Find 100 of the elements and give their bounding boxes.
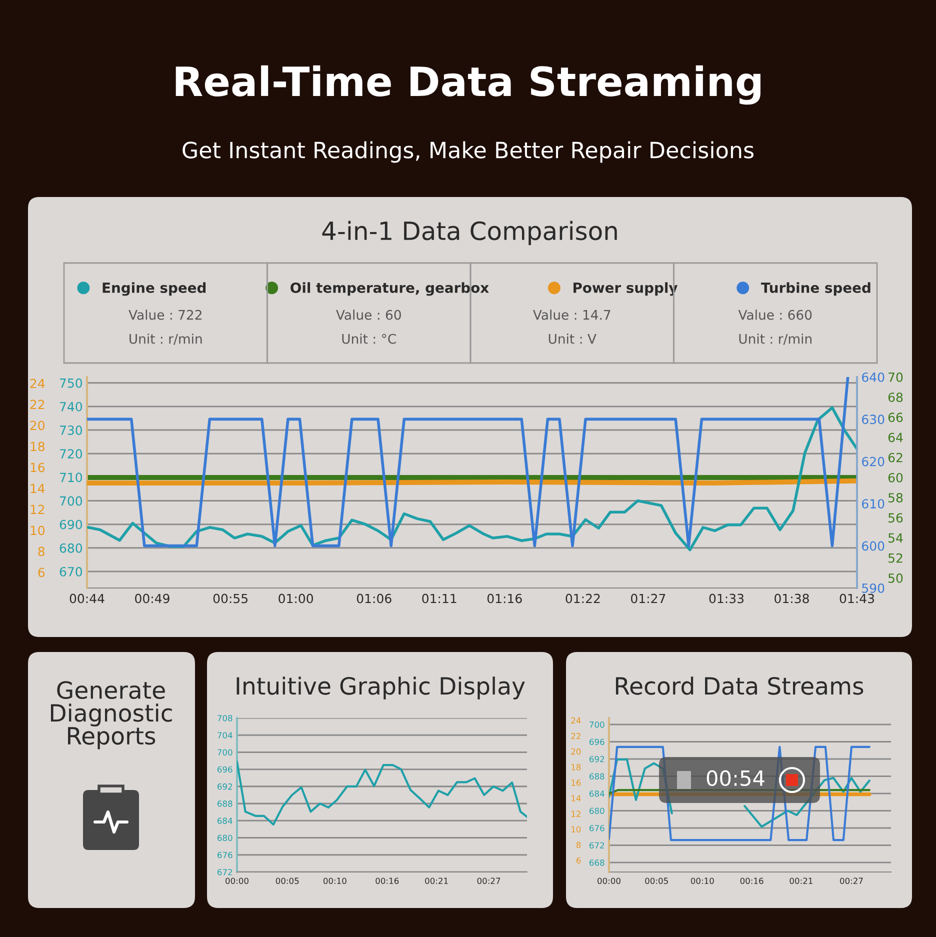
y2-tick-label: 6 [38, 568, 45, 578]
y-tick-label: 750 [60, 378, 82, 388]
text: Value : 60 [336, 310, 401, 320]
y-tick-label: 740 [60, 402, 82, 412]
y3-tick-label: 60 [888, 472, 903, 482]
y-tick-label: 692 [590, 756, 604, 762]
y2-tick-label: 16 [30, 462, 45, 472]
x-tick-label: 00:55 [213, 594, 248, 604]
x-tick-label: 01:27 [631, 594, 666, 604]
y2-tick-label: 8 [576, 842, 581, 848]
x-tick-label: 00:16 [740, 878, 764, 884]
x-tick-label: 00:00 [226, 878, 248, 884]
text: Value : 14.7 [533, 310, 610, 320]
x-tick-label: 00:05 [645, 878, 668, 884]
y-tick-label: 640 [862, 372, 884, 382]
y3-tick-label: 50 [888, 573, 903, 583]
y-tick-label: 692 [218, 783, 232, 790]
y2-tick-label: 24 [571, 717, 581, 724]
legend-label: Turbine speed [760, 282, 870, 296]
y2-tick-label: 12 [30, 504, 44, 514]
y-tick-label: 672 [590, 842, 604, 849]
y2-tick-label: 20 [571, 748, 581, 755]
y2-tick-label: 12 [572, 810, 580, 817]
text: Unit : °C [342, 334, 396, 344]
x-tick-label: 00:00 [598, 878, 620, 884]
legend-label: Power supply [574, 282, 678, 296]
x-tick-label: 00:49 [135, 594, 170, 604]
text: Unit : r/min [130, 334, 202, 345]
x-tick-label: 00:16 [376, 878, 399, 884]
x-tick-label: 01:16 [487, 594, 522, 604]
x-tick-label: 01:11 [422, 594, 456, 604]
y2-tick-label: 16 [572, 780, 581, 786]
y3-tick-label: 66 [888, 412, 903, 422]
chart-title: 4-in-1 Data Comparison [322, 220, 617, 246]
x-tick-label: 01:38 [774, 594, 809, 604]
y3-tick-label: 58 [888, 493, 903, 502]
text: Value : 660 [738, 310, 812, 320]
y-tick-label: 720 [60, 449, 82, 459]
x-tick-label: 01:43 [840, 594, 874, 604]
y-tick-label: 700 [60, 496, 82, 506]
y2-tick-label: 20 [30, 420, 45, 430]
text: Get Instant Readings, Make Better Repair Decisions [182, 141, 754, 163]
y-tick-label: 680 [218, 834, 232, 842]
text: Real-Time Data Streaming [176, 65, 760, 105]
y-tick-label: 672 [218, 868, 232, 876]
y3-tick-label: 68 [888, 392, 903, 402]
x-tick-label: 00:44 [70, 594, 104, 604]
y2-tick-label: 8 [38, 546, 44, 556]
y-tick-label: 688 [590, 773, 604, 780]
text: Unit : V [548, 334, 596, 344]
y2-tick-label: 14 [30, 484, 45, 494]
y3-tick-label: 70 [888, 372, 903, 382]
y2-tick-label: 10 [30, 526, 45, 536]
y2-tick-label: 24 [30, 378, 45, 388]
y3-tick-label: 52 [888, 553, 902, 563]
x-tick-label: 00:21 [790, 878, 812, 884]
y-tick-label: 676 [218, 852, 232, 858]
y-tick-label: 708 [218, 714, 232, 722]
y-tick-label: 684 [590, 790, 604, 797]
y-tick-label: 590 [862, 583, 884, 593]
y-tick-label: 700 [590, 721, 604, 728]
x-tick-label: 00:27 [840, 878, 863, 884]
x-tick-label: 00:05 [276, 878, 299, 884]
y-tick-label: 600 [862, 541, 884, 551]
y-tick-label: 688 [218, 800, 232, 807]
y-tick-label: 684 [218, 818, 232, 824]
y-tick-label: 704 [218, 732, 232, 738]
x-tick-label: 00:10 [323, 878, 346, 884]
y-tick-label: 676 [590, 824, 604, 832]
y2-tick-label: 18 [30, 442, 44, 452]
y3-tick-label: 56 [888, 513, 903, 523]
y-tick-label: 700 [218, 749, 232, 756]
y2-tick-label: 10 [572, 826, 581, 833]
y-tick-label: 680 [60, 543, 82, 553]
y-tick-label: 710 [60, 472, 82, 482]
text: Value : 722 [128, 310, 202, 320]
text: Generate Diagnostic Reports [50, 681, 172, 750]
y-tick-label: 630 [862, 414, 884, 424]
y-tick-label: 690 [60, 520, 82, 530]
y-tick-label: 696 [590, 738, 604, 746]
y-tick-label: 696 [218, 766, 232, 773]
x-tick-label: 01:06 [356, 594, 392, 604]
y-tick-label: 620 [862, 456, 884, 466]
y2-tick-label: 6 [576, 857, 581, 864]
y2-tick-label: 22 [30, 400, 44, 410]
x-tick-label: 00:21 [425, 878, 448, 884]
y-tick-label: 670 [60, 566, 82, 576]
legend-label: Engine speed [102, 282, 206, 296]
y-tick-label: 610 [862, 499, 884, 509]
annotation: 00:54 [706, 770, 764, 786]
y2-tick-label: 14 [572, 795, 581, 802]
text: Unit : r/min [739, 334, 812, 345]
y2-tick-label: 18 [572, 764, 581, 770]
y2-tick-label: 22 [571, 732, 580, 740]
x-tick-label: 01:33 [709, 594, 744, 604]
y-tick-label: 668 [590, 859, 604, 866]
x-tick-label: 00:10 [690, 878, 714, 884]
y3-tick-label: 64 [888, 432, 903, 442]
y3-tick-label: 54 [888, 533, 903, 543]
x-tick-label: 01:22 [566, 594, 600, 604]
